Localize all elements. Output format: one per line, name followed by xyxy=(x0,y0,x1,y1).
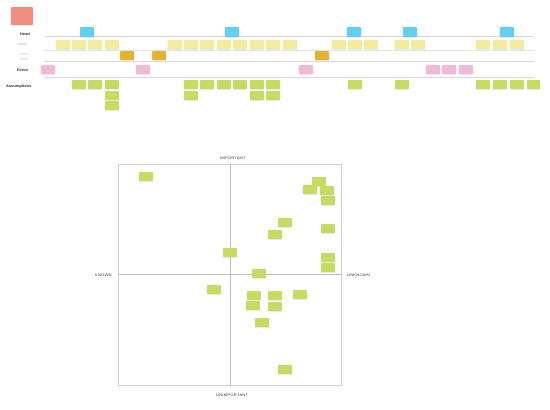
lane-divider xyxy=(44,61,534,62)
axis-label-unknown: UNKNOWN xyxy=(347,272,371,277)
assumption-sticky[interactable] xyxy=(250,80,264,89)
matrix-sticky[interactable] xyxy=(246,301,260,310)
matrix-sticky[interactable] xyxy=(252,269,266,278)
sub-row-mark xyxy=(17,43,27,45)
head-sticky[interactable] xyxy=(395,40,409,49)
assumption-sticky[interactable] xyxy=(527,80,540,89)
stage-header-sticky[interactable] xyxy=(403,27,417,37)
event-sticky[interactable] xyxy=(41,65,55,74)
matrix-sticky[interactable] xyxy=(278,365,292,374)
vertical-axis xyxy=(230,164,231,386)
head-sticky[interactable] xyxy=(105,40,119,49)
assumption-sticky[interactable] xyxy=(233,80,247,89)
orange-sticky[interactable] xyxy=(315,51,329,60)
head-sticky[interactable] xyxy=(200,40,214,49)
assumption-sticky[interactable] xyxy=(184,80,198,89)
sub-row-mark xyxy=(20,58,28,60)
head-sticky[interactable] xyxy=(56,40,70,49)
matrix-sticky[interactable] xyxy=(321,224,335,233)
stage-header-sticky[interactable] xyxy=(500,27,514,37)
matrix-sticky[interactable] xyxy=(139,172,153,181)
row-label-assumptions: Assumptions xyxy=(6,83,32,88)
horizontal-axis xyxy=(118,274,342,275)
matrix-sticky[interactable] xyxy=(303,185,317,194)
orange-sticky[interactable] xyxy=(120,51,134,60)
matrix-sticky[interactable] xyxy=(268,291,282,300)
event-sticky[interactable] xyxy=(299,65,313,74)
assumption-sticky[interactable] xyxy=(217,80,231,89)
assumption-sticky[interactable] xyxy=(105,80,119,89)
lane-divider xyxy=(44,36,534,37)
head-sticky[interactable] xyxy=(332,40,346,49)
matrix-sticky[interactable] xyxy=(321,263,335,272)
title-sticky[interactable] xyxy=(11,7,33,25)
orange-sticky[interactable] xyxy=(152,51,166,60)
event-sticky[interactable] xyxy=(426,65,440,74)
event-sticky[interactable] xyxy=(459,65,473,74)
assumption-sticky[interactable] xyxy=(266,80,280,89)
lane-divider xyxy=(44,77,534,78)
matrix-sticky[interactable] xyxy=(321,196,335,205)
axis-label-unimportant: UNIMPORTANT xyxy=(216,392,249,397)
head-sticky[interactable] xyxy=(184,40,198,49)
head-sticky[interactable] xyxy=(250,40,264,49)
head-sticky[interactable] xyxy=(88,40,102,49)
stage-header-sticky[interactable] xyxy=(80,27,94,37)
head-sticky[interactable] xyxy=(510,40,524,49)
axis-label-important: IMPORTANT xyxy=(220,155,246,160)
matrix-sticky[interactable] xyxy=(321,253,335,262)
matrix-sticky[interactable] xyxy=(320,186,334,195)
matrix-sticky[interactable] xyxy=(312,177,326,186)
row-label-head: Head xyxy=(20,31,30,36)
event-sticky[interactable] xyxy=(442,65,456,74)
matrix-sticky[interactable] xyxy=(293,290,307,299)
row-label-event: Event xyxy=(17,67,28,72)
assumption-sticky[interactable] xyxy=(493,80,507,89)
event-sticky[interactable] xyxy=(136,65,150,74)
matrix-sticky[interactable] xyxy=(268,302,282,311)
lane-divider xyxy=(44,50,534,51)
assumption-sticky[interactable] xyxy=(476,80,490,89)
head-sticky[interactable] xyxy=(476,40,490,49)
head-sticky[interactable] xyxy=(364,40,378,49)
matrix-sticky[interactable] xyxy=(223,248,237,257)
assumption-sticky[interactable] xyxy=(184,91,198,100)
head-sticky[interactable] xyxy=(72,40,86,49)
assumption-sticky[interactable] xyxy=(200,80,214,89)
assumption-sticky[interactable] xyxy=(105,91,119,100)
head-sticky[interactable] xyxy=(283,40,297,49)
matrix-sticky[interactable] xyxy=(278,218,292,227)
head-sticky[interactable] xyxy=(217,40,231,49)
matrix-sticky[interactable] xyxy=(207,285,221,294)
assumption-sticky[interactable] xyxy=(250,91,264,100)
assumption-sticky[interactable] xyxy=(88,80,102,89)
assumption-sticky[interactable] xyxy=(395,80,409,89)
head-sticky[interactable] xyxy=(168,40,182,49)
matrix-sticky[interactable] xyxy=(255,318,269,327)
assumption-sticky[interactable] xyxy=(510,80,524,89)
stage-header-sticky[interactable] xyxy=(347,27,361,37)
matrix-sticky[interactable] xyxy=(247,291,261,300)
head-sticky[interactable] xyxy=(266,40,280,49)
stage-header-sticky[interactable] xyxy=(225,27,239,37)
axis-label-known: KNOWN xyxy=(95,272,112,277)
head-sticky[interactable] xyxy=(411,40,425,49)
matrix-sticky[interactable] xyxy=(268,230,282,239)
head-sticky[interactable] xyxy=(233,40,247,49)
sub-row-mark xyxy=(20,53,28,55)
assumption-sticky[interactable] xyxy=(266,91,280,100)
assumption-sticky[interactable] xyxy=(72,80,86,89)
head-sticky[interactable] xyxy=(348,40,362,49)
assumption-sticky[interactable] xyxy=(348,80,362,89)
assumption-sticky[interactable] xyxy=(105,101,119,110)
head-sticky[interactable] xyxy=(493,40,507,49)
